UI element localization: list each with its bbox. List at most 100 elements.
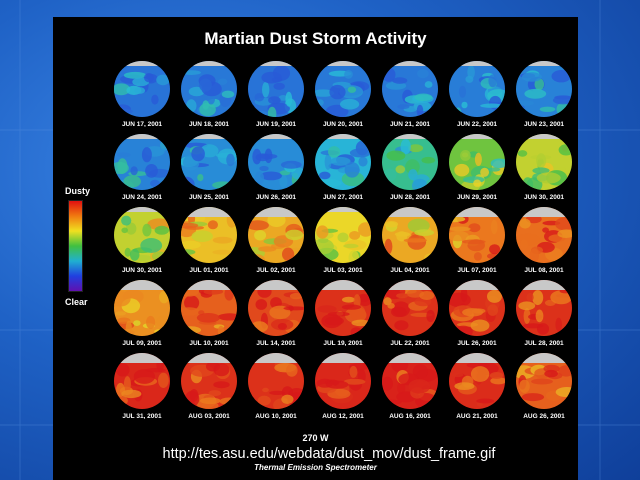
mars-globe-image: [114, 280, 170, 336]
frame-date-label: JUN 19, 2001: [255, 121, 297, 128]
mars-globe-image: [315, 207, 371, 263]
globe-frame: JUL 03, 2001: [311, 206, 375, 284]
frame-date-label: JUL 07, 2001: [457, 267, 497, 274]
mars-globe-image: [382, 280, 438, 336]
mars-globe-image: [248, 353, 304, 409]
frame-date-label: JUN 27, 2001: [322, 194, 364, 201]
globe-frame: JUN 23, 2001: [512, 60, 576, 138]
frame-date-label: AUG 26, 2001: [523, 413, 565, 420]
frame-date-label: AUG 21, 2001: [456, 413, 498, 420]
globe-frame: JUN 18, 2001: [177, 60, 241, 138]
globe-frame: AUG 26, 2001: [512, 352, 576, 430]
mars-globe-image: [382, 61, 438, 117]
legend-dusty-label: Dusty: [65, 186, 91, 196]
figure-title: Martian Dust Storm Activity: [204, 29, 427, 48]
mars-globe-image: [516, 207, 572, 263]
globe-frame: JUL 14, 2001: [244, 279, 308, 357]
globe-frame: JUL 28, 2001: [512, 279, 576, 357]
globe-frame: JUN 19, 2001: [244, 60, 308, 138]
frame-date-label: JUN 20, 2001: [322, 121, 364, 128]
globe-frame: JUN 30, 2001: [110, 206, 174, 284]
globe-frame: AUG 16, 2001: [378, 352, 442, 430]
frame-date-label: JUL 02, 2001: [256, 267, 296, 274]
frame-date-label: JUN 18, 2001: [188, 121, 230, 128]
globe-frame: JUL 07, 2001: [445, 206, 509, 284]
frame-date-label: JUL 14, 2001: [256, 340, 296, 347]
frame-date-label: JUN 30, 2001: [523, 194, 565, 201]
frame-date-label: JUL 10, 2001: [189, 340, 229, 347]
frame-date-label: JUN 17, 2001: [121, 121, 163, 128]
mars-globe-image: [449, 353, 505, 409]
globe-frame: JUL 08, 2001: [512, 206, 576, 284]
frame-date-label: JUL 19, 2001: [323, 340, 363, 347]
frame-date-label: AUG 12, 2001: [322, 413, 364, 420]
mars-globe-image: [315, 280, 371, 336]
mars-globe-image: [114, 353, 170, 409]
mars-globe-image: [315, 353, 371, 409]
globe-frame: JUN 22, 2001: [445, 60, 509, 138]
mars-globe-image: [516, 134, 572, 190]
frame-date-label: JUL 09, 2001: [122, 340, 162, 347]
frame-date-label: JUN 24, 2001: [121, 194, 163, 201]
globe-frame: JUN 17, 2001: [110, 60, 174, 138]
mars-globe-image: [114, 207, 170, 263]
mars-globe-image: [248, 207, 304, 263]
globe-frame: AUG 21, 2001: [445, 352, 509, 430]
mars-globe-image: [516, 61, 572, 117]
frame-date-label: JUN 23, 2001: [523, 121, 565, 128]
globe-frame: JUN 27, 2001: [311, 133, 375, 211]
mars-globe-image: [181, 207, 237, 263]
globe-frame: JUN 29, 2001: [445, 133, 509, 211]
mars-globe-image: [181, 353, 237, 409]
mars-globe-image: [516, 353, 572, 409]
globe-frame: JUL 02, 2001: [244, 206, 308, 284]
dust-color-scale: [68, 200, 83, 292]
globe-frame: JUN 28, 2001: [378, 133, 442, 211]
frame-date-label: JUN 26, 2001: [255, 194, 297, 201]
mars-globe-image: [315, 134, 371, 190]
globe-frame: JUL 22, 2001: [378, 279, 442, 357]
frame-date-label: JUN 29, 2001: [456, 194, 498, 201]
globe-frame: JUN 30, 2001: [512, 133, 576, 211]
globe-frame: JUL 04, 2001: [378, 206, 442, 284]
globe-frame: JUN 25, 2001: [177, 133, 241, 211]
frame-date-label: AUG 16, 2001: [389, 413, 431, 420]
frame-date-label: AUG 10, 2001: [255, 413, 297, 420]
globe-frame: JUN 21, 2001: [378, 60, 442, 138]
frame-date-label: JUL 03, 2001: [323, 267, 363, 274]
frame-date-label: AUG 03, 2001: [188, 413, 230, 420]
mars-globe-image: [449, 134, 505, 190]
frame-date-label: JUL 26, 2001: [457, 340, 497, 347]
mars-globe-image: [516, 280, 572, 336]
legend-clear-label: Clear: [65, 297, 88, 307]
mars-globe-image: [449, 207, 505, 263]
globe-frame: JUL 01, 2001: [177, 206, 241, 284]
mars-globe-image: [382, 207, 438, 263]
globe-frame: JUL 09, 2001: [110, 279, 174, 357]
mars-globe-image: [114, 61, 170, 117]
frame-date-label: JUL 28, 2001: [524, 340, 564, 347]
globe-frame: JUL 19, 2001: [311, 279, 375, 357]
frame-date-label: JUN 22, 2001: [456, 121, 498, 128]
frame-date-label: JUL 01, 2001: [189, 267, 229, 274]
mars-globe-image: [181, 280, 237, 336]
frame-date-label: JUL 08, 2001: [524, 267, 564, 274]
globe-frame: JUN 24, 2001: [110, 133, 174, 211]
mars-globe-image: [248, 61, 304, 117]
source-url[interactable]: http://tes.asu.edu/webdata/dust_mov/dust…: [162, 446, 496, 462]
globe-frame: AUG 03, 2001: [177, 352, 241, 430]
instrument-credit: Thermal Emission Spectrometer: [254, 463, 377, 472]
mars-globe-image: [315, 61, 371, 117]
mars-globe-image: [382, 353, 438, 409]
mars-globe-image: [382, 134, 438, 190]
frame-date-label: JUN 28, 2001: [389, 194, 431, 201]
frame-date-label: JUL 04, 2001: [390, 267, 430, 274]
frame-date-label: JUN 25, 2001: [188, 194, 230, 201]
frame-date-label: JUL 31, 2001: [122, 413, 162, 420]
meridian-label: 270 W: [302, 433, 329, 443]
mars-globe-image: [248, 280, 304, 336]
mars-globe-image: [114, 134, 170, 190]
frame-date-label: JUL 22, 2001: [390, 340, 430, 347]
mars-globe-image: [181, 134, 237, 190]
globe-frame: JUL 26, 2001: [445, 279, 509, 357]
